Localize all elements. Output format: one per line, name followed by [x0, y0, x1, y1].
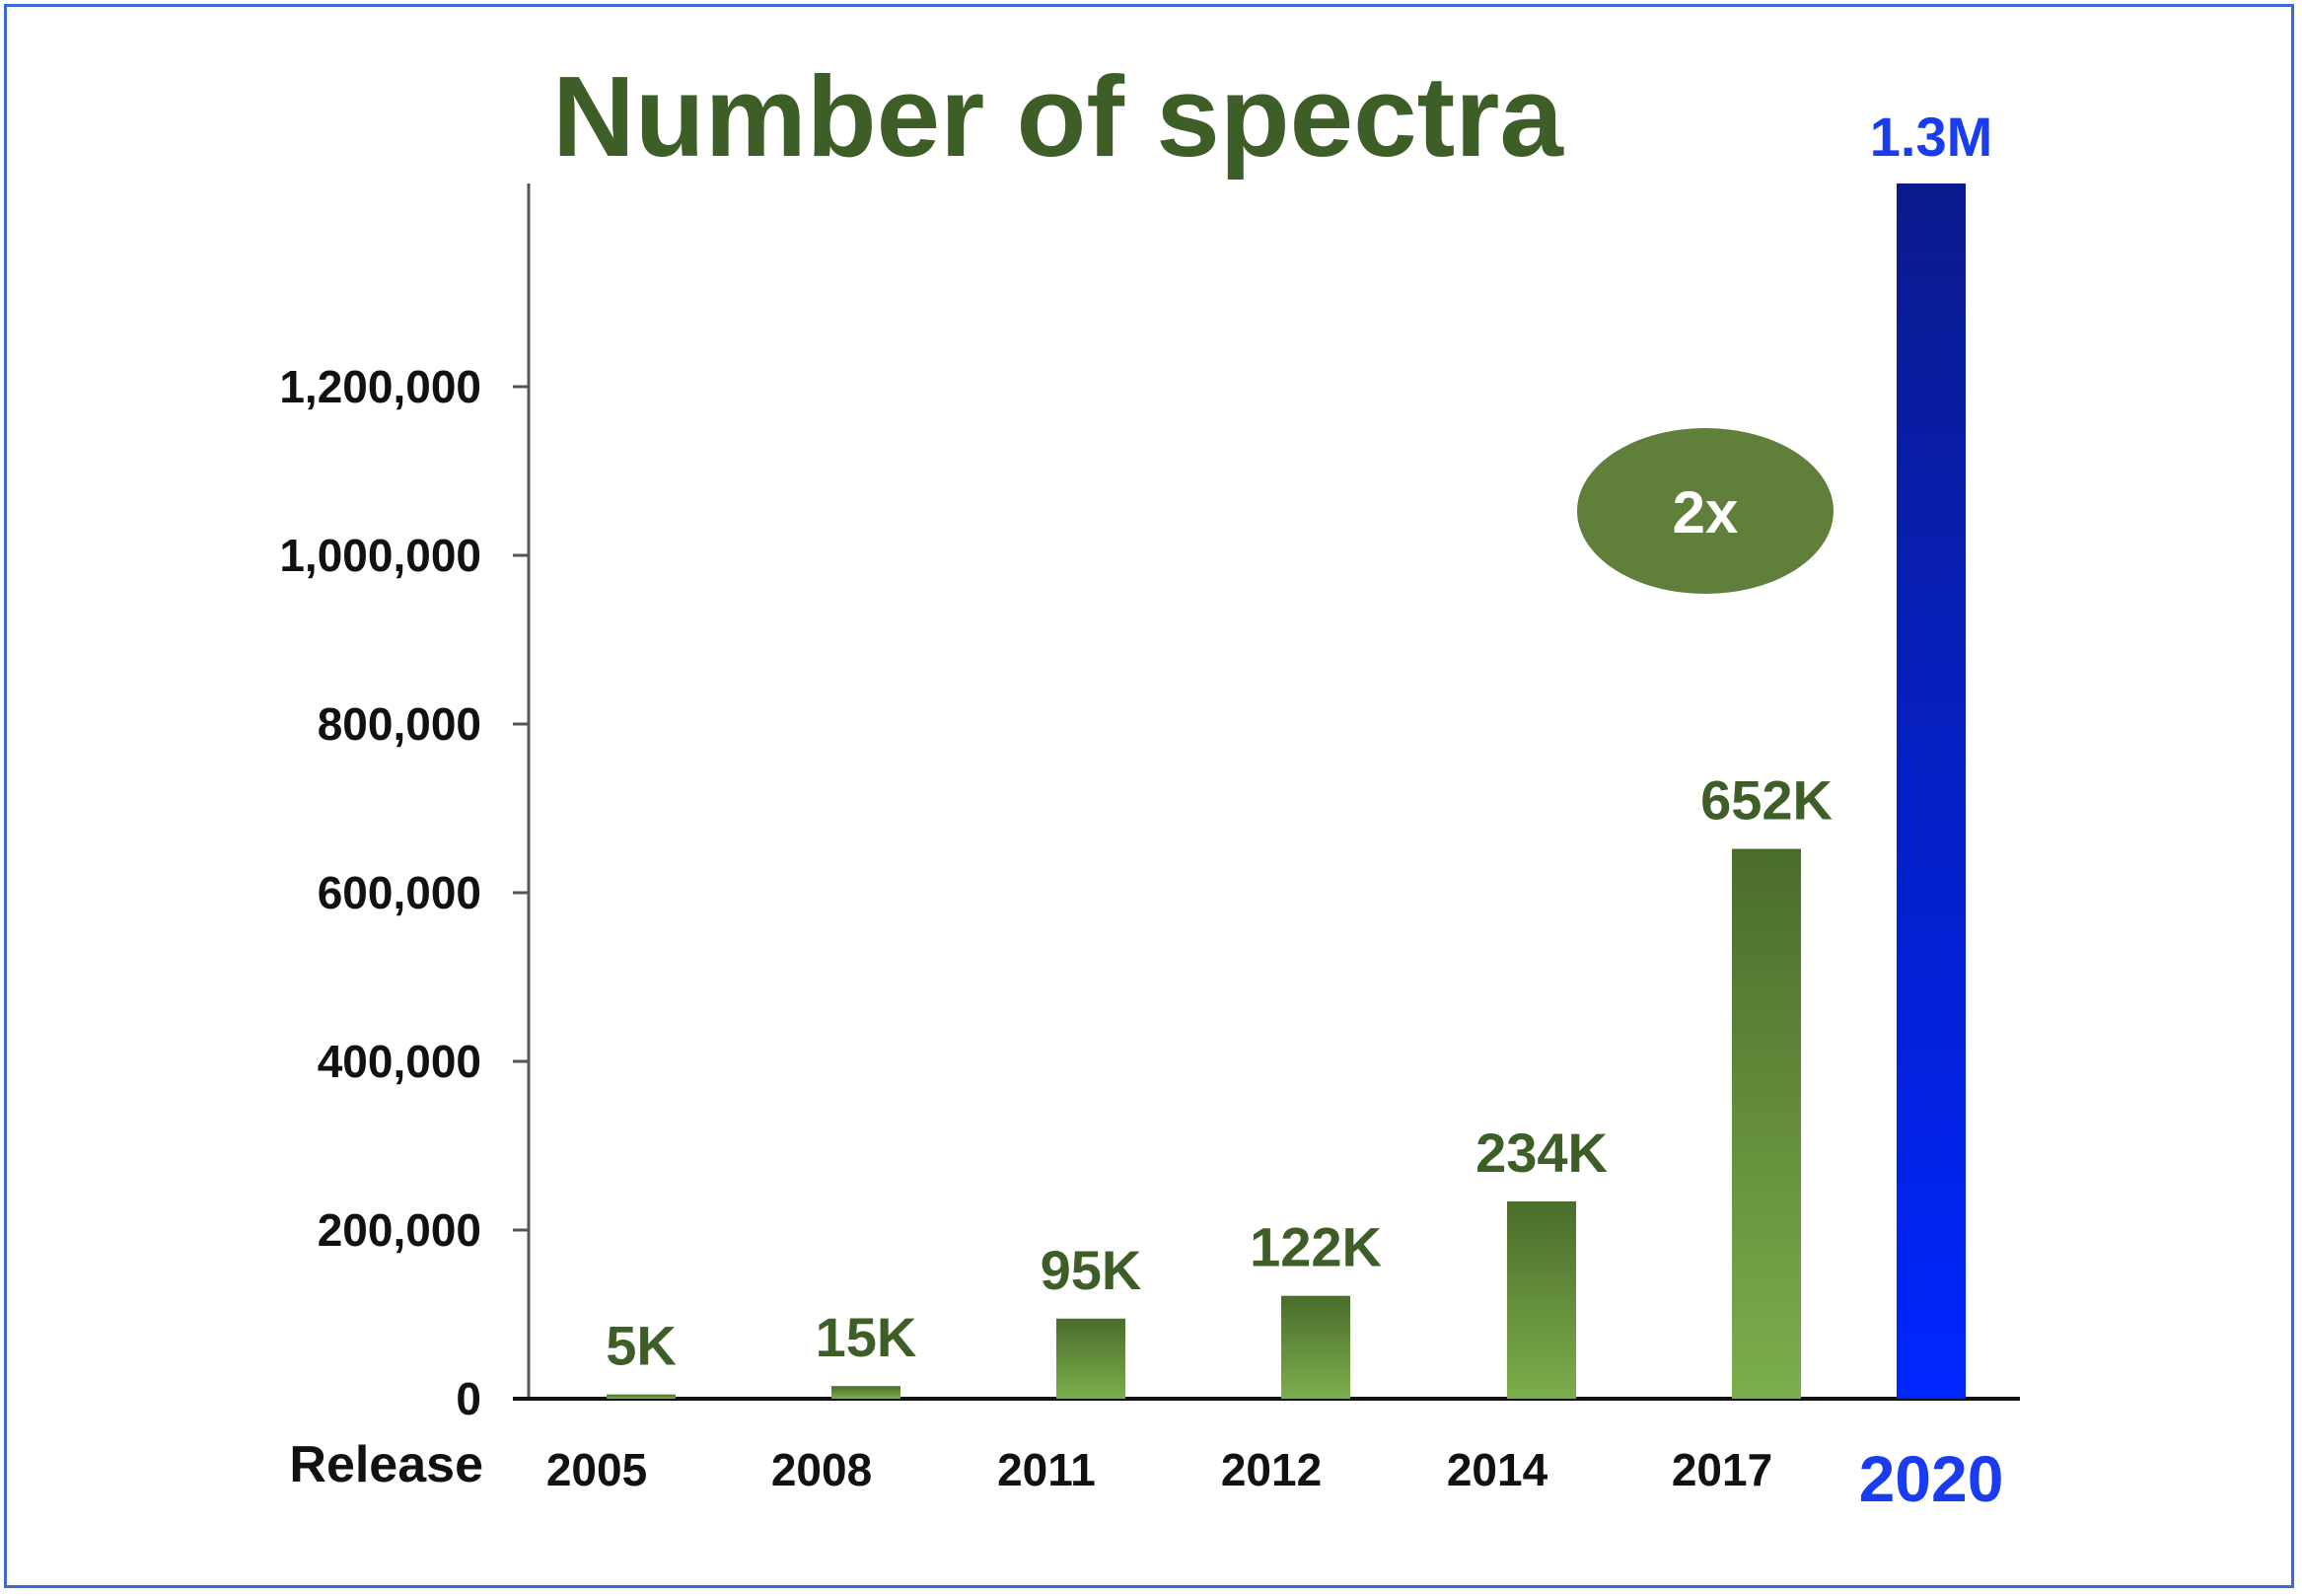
y-tick-labels: 0 200,000 400,000 600,000 800,000 1,000,000 1,…	[279, 361, 529, 1424]
bar-2011	[1056, 1318, 1125, 1399]
chart-title: Number of spectra	[552, 52, 1564, 181]
bar-2014	[1507, 1200, 1576, 1399]
data-label-2017: 652K	[1700, 769, 1833, 832]
data-label-2020: 1.3M	[1870, 106, 1993, 168]
y-tick-200000: 200,000	[318, 1204, 481, 1256]
y-tick-400000: 400,000	[318, 1036, 481, 1087]
data-label-2008: 15K	[816, 1306, 917, 1368]
bar-2005	[607, 1394, 676, 1399]
y-tick-0: 0	[456, 1373, 481, 1424]
growth-badge-shape	[1577, 428, 1834, 594]
bar-2008	[831, 1386, 900, 1399]
y-tick-1000000: 1,000,000	[279, 530, 481, 581]
x-tick-2012: 2012	[1221, 1444, 1322, 1495]
x-tick-2014: 2014	[1447, 1444, 1548, 1495]
bar-2020	[1897, 183, 1966, 1399]
x-tick-2020: 2020	[1859, 1442, 2004, 1515]
data-label-2005: 5K	[606, 1315, 677, 1377]
y-tick-1200000: 1,200,000	[279, 361, 481, 412]
x-tick-2011: 2011	[997, 1444, 1096, 1495]
x-tick-2008: 2008	[771, 1444, 872, 1495]
data-labels: 5K 15K 95K 122K 234K 652K 1.3M	[606, 106, 1992, 1377]
x-axis-label: Release	[289, 1436, 483, 1493]
bar-2012	[1281, 1295, 1350, 1399]
x-tick-2005: 2005	[546, 1444, 647, 1495]
bar-2017	[1732, 848, 1801, 1399]
data-label-2012: 122K	[1250, 1216, 1382, 1278]
bars	[607, 183, 1966, 1399]
y-tick-800000: 800,000	[318, 698, 481, 750]
y-tick-600000: 600,000	[318, 867, 481, 918]
data-label-2011: 95K	[1041, 1239, 1142, 1301]
growth-badge: 2x	[1577, 428, 1834, 594]
x-tick-2017: 2017	[1672, 1444, 1772, 1495]
growth-badge-label: 2x	[1673, 479, 1739, 545]
x-tick-labels: 2005 2008 2011 2012 2014 2017 2020	[546, 1442, 2004, 1515]
data-label-2014: 234K	[1475, 1122, 1608, 1184]
